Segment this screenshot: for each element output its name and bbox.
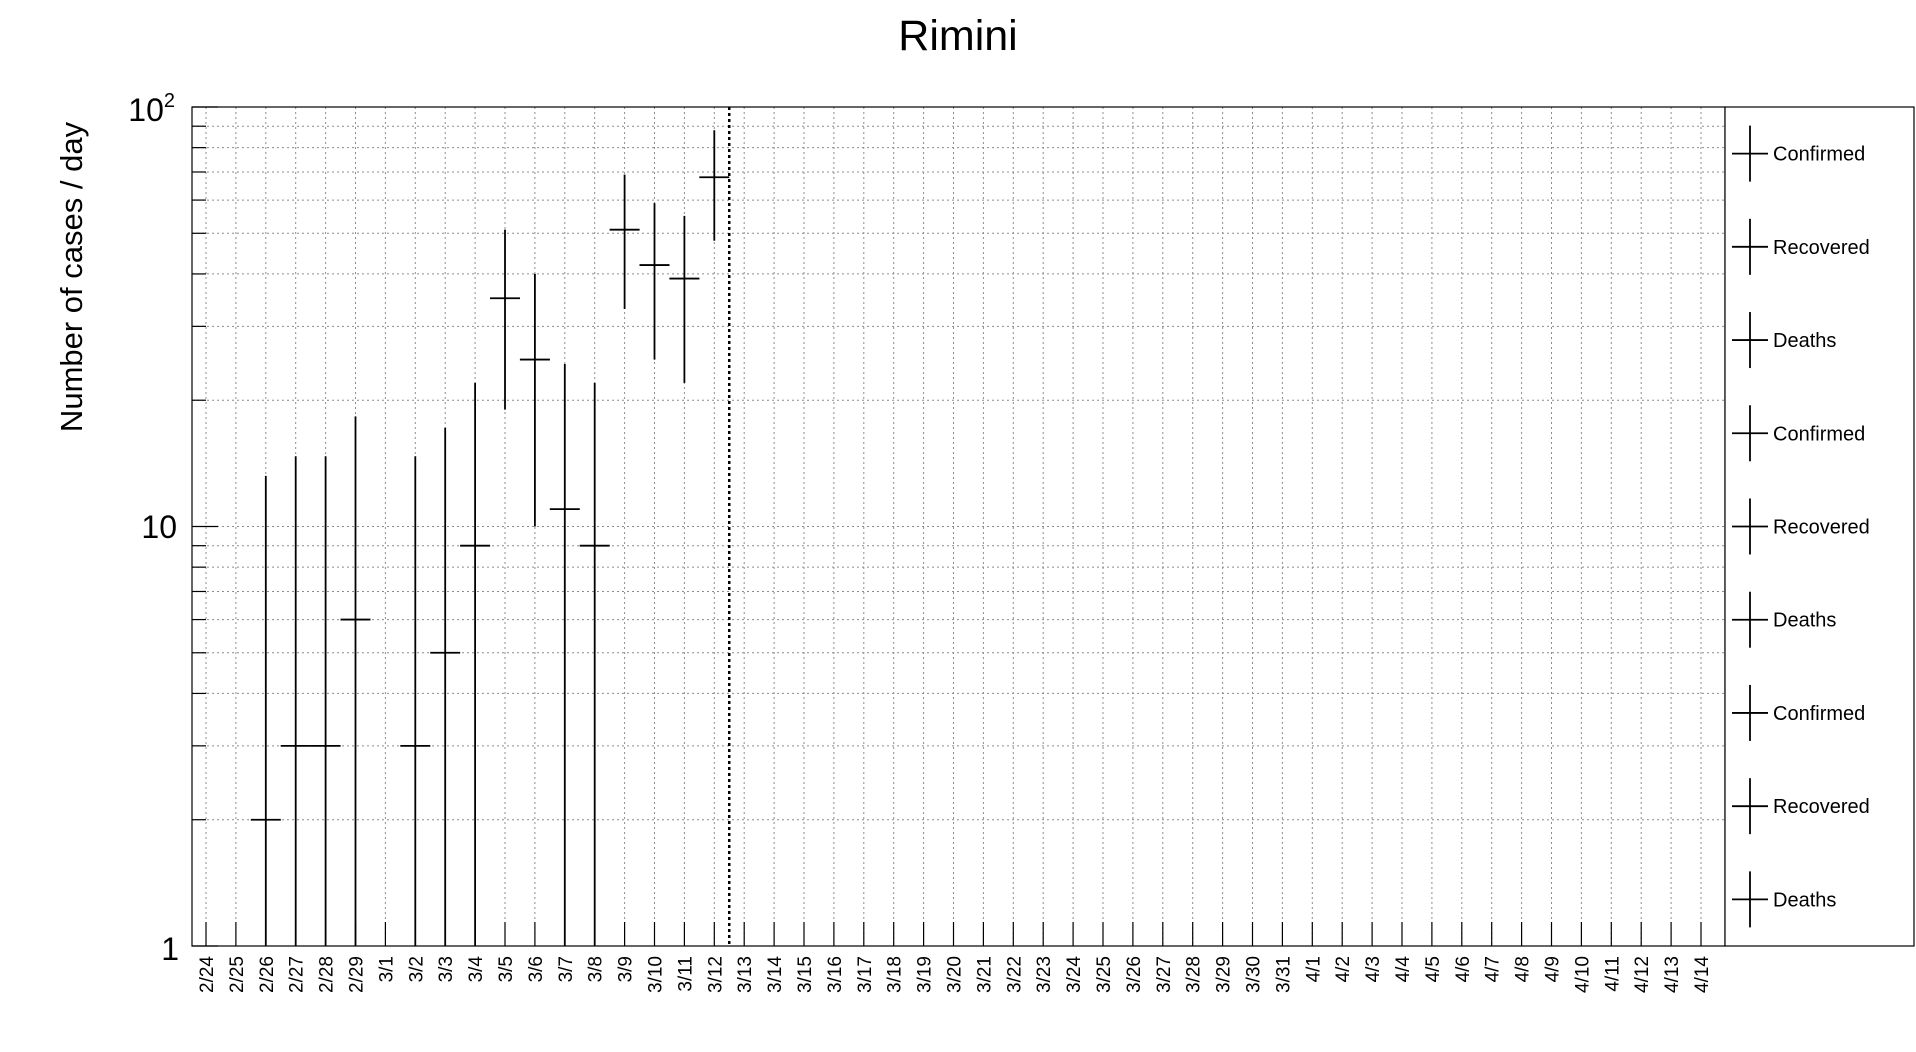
x-tick-label: 3/15 [795,956,816,993]
x-tick-label: 3/10 [646,956,667,993]
y-tick-label-100-base: 10 [128,92,164,128]
data-point [460,382,491,946]
y-tick-label-100-exp: 2 [164,90,175,112]
legend-entry: Confirmed [1732,125,1865,182]
data-point [400,456,431,946]
x-tick-label: 3/7 [556,956,577,982]
x-tick-label: 3/29 [1214,956,1235,993]
legend-entry: Confirmed [1732,684,1865,741]
x-tick-label: 3/23 [1034,956,1055,993]
x-tick-label: 3/1 [376,956,397,982]
data-point [490,229,520,410]
x-tick-label: 4/6 [1453,956,1474,982]
x-tick-label: 4/5 [1423,956,1444,982]
x-tick-label: 3/2 [406,956,427,982]
x-tick-label: 3/5 [496,956,517,982]
legend-label: Recovered [1773,237,1870,259]
y-axis-label: Number of cases / day [54,121,89,432]
x-tick-label: 3/12 [705,956,726,993]
x-tick-label: 4/1 [1303,956,1324,982]
x-tick-label: 4/10 [1572,956,1593,993]
data-point [549,363,580,946]
legend-entry: Recovered [1732,498,1870,555]
legend: Confirmed Recovered Deaths Confirmed Recover… [1724,106,1915,947]
x-tick-label: 2/24 [197,956,218,993]
x-tick-label: 2/28 [317,956,338,993]
chart-title: Rimini [898,12,1017,60]
x-tick-label: 4/8 [1513,956,1534,982]
x-tick-label: 3/16 [825,956,846,993]
x-tick-label: 3/18 [885,956,906,993]
legend-label: Deaths [1773,610,1836,632]
x-tick-label: 3/21 [974,956,995,993]
x-tick-label: 3/6 [526,956,547,982]
legend-label: Recovered [1773,517,1870,539]
data-point [639,203,670,360]
x-tick-label: 2/29 [347,956,368,993]
x-tick-label: 4/14 [1692,956,1713,993]
data-points [250,130,730,946]
x-tick-label: 4/12 [1632,956,1653,993]
x-tick-label: 3/14 [765,956,786,993]
data-point [609,174,640,309]
y-tick-label-1: 1 [161,931,179,967]
legend-entry: Deaths [1732,591,1836,648]
x-tick-label: 3/22 [1004,956,1025,993]
legend-entry: Confirmed [1732,405,1865,462]
legend-entry: Deaths [1732,312,1836,369]
data-point [430,427,461,946]
data-point [579,382,610,946]
x-tick-label: 3/24 [1064,956,1085,993]
x-tick-label: 3/3 [436,956,457,982]
data-point [310,456,341,946]
y-tick-label-10: 10 [141,509,177,545]
legend-label: Deaths [1773,330,1836,352]
x-tick-label: 4/2 [1333,956,1354,982]
x-tick-label: 4/7 [1483,956,1504,982]
legend-label: Confirmed [1773,144,1865,166]
x-tick-label: 3/27 [1154,956,1175,993]
legend-label: Confirmed [1773,423,1865,445]
x-tick-label: 2/27 [287,956,308,993]
x-tick-label: 3/8 [586,956,607,982]
legend-entry: Recovered [1732,778,1870,835]
x-tick-label: 2/25 [227,956,248,993]
x-tick-label: 3/30 [1244,956,1265,993]
legend-label: Recovered [1773,796,1870,818]
x-tick-label: 3/19 [915,956,936,993]
x-tick-label: 3/13 [735,956,756,993]
data-point [699,130,730,241]
x-tick-label: 4/11 [1602,956,1623,992]
data-point [340,416,371,946]
x-tick-label: 3/26 [1124,956,1145,993]
x-tick-label: 2/26 [257,956,278,993]
data-point [669,215,700,383]
data-point [280,456,311,946]
data-point [250,475,281,946]
legend-entry: Deaths [1732,871,1836,928]
x-tick-label: 3/28 [1184,956,1205,993]
x-tick-label: 3/4 [466,956,487,983]
x-tick-label: 4/13 [1662,956,1683,993]
grid [192,107,1725,946]
y-tick-label-100: 102 [128,90,175,128]
x-tick-label: 3/11 [675,956,696,992]
x-tick-label: 3/25 [1094,956,1115,993]
x-tick-label: 4/4 [1393,956,1414,983]
x-tick-label: 4/3 [1363,956,1384,982]
x-tick-label: 3/31 [1273,956,1294,993]
legend-label: Deaths [1773,889,1836,911]
x-tick-label: 4/9 [1543,956,1564,982]
legend-entry: Recovered [1732,218,1870,275]
x-tick-label: 3/20 [945,956,966,993]
x-tick-label: 3/17 [855,956,876,993]
x-tick-label: 3/9 [616,956,637,982]
axis-labels: 2/24 2/25 2/26 2/27 2/28 2/29 3/1 3/2 3/3 3/4 3/5 3… [197,956,1713,993]
legend-label: Confirmed [1773,703,1865,725]
data-point [519,273,550,527]
